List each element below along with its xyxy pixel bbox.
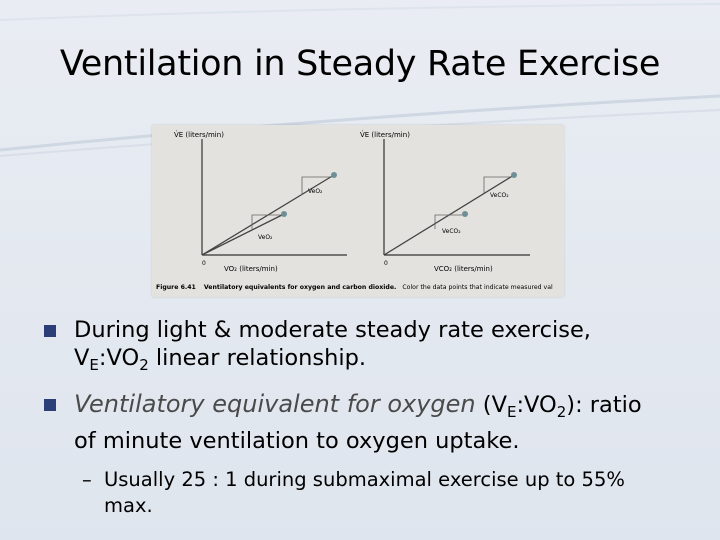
figure-caption-rest: Color the data points that indicate meas…	[402, 284, 553, 291]
textbook-figure: VeO₂ VeO₂ V̇E (liters/min) VO₂ (liters/m…	[152, 125, 564, 297]
figure-caption-title: Ventilatory equivalents for oxygen and c…	[204, 284, 397, 291]
left-ylabel: V̇E (liters/min)	[174, 131, 224, 139]
bullet-2: Ventilatory equivalent for oxygen (VE:VO…	[44, 390, 720, 455]
bullet-square-icon	[44, 325, 56, 337]
right-point-upper	[511, 172, 517, 178]
bullet-1: During light & moderate steady rate exer…	[44, 316, 714, 374]
right-origin: 0	[384, 260, 388, 267]
figure-graphic: VeO₂ VeO₂ V̇E (liters/min) VO₂ (liters/m…	[156, 131, 553, 291]
sub-bullet: – Usually 25 : 1 during submaximal exerc…	[82, 467, 704, 519]
sub-bullet-line2: max.	[104, 494, 153, 517]
left-label-lower: VeO₂	[258, 234, 273, 241]
left-origin: 0	[202, 260, 206, 267]
right-ylabel: V̇E (liters/min)	[360, 131, 410, 139]
left-line-lower	[201, 213, 285, 256]
sub-bullet-line1: Usually 25 : 1 during submaximal exercis…	[104, 468, 625, 491]
bullet-2-line1: Ventilatory equivalent for oxygen (VE:VO…	[74, 390, 642, 421]
slide-title: Ventilation in Steady Rate Exercise	[59, 44, 661, 84]
bullet-2-term: Ventilatory equivalent for oxygen	[74, 390, 476, 418]
left-point-lower	[281, 211, 287, 217]
right-label-lower: VeCO₂	[442, 228, 461, 235]
left-xlabel: VO₂ (liters/min)	[224, 265, 278, 273]
bullet-1-line1: During light & moderate steady rate exer…	[74, 317, 591, 343]
right-label-upper: VeCO₂	[490, 192, 509, 199]
figure-caption-number: Figure 6.41	[156, 284, 196, 291]
right-point-lower	[462, 211, 468, 217]
bullet-square-icon	[44, 399, 56, 411]
left-label-upper: VeO₂	[308, 188, 323, 195]
figure-caption: Figure 6.41 Ventilatory equivalents for …	[156, 284, 553, 291]
bullet-1-line2: VE:VO2 linear relationship.	[74, 345, 367, 374]
bullet-2-line2: of minute ventilation to oxygen uptake.	[74, 428, 520, 454]
left-point-upper	[331, 172, 337, 178]
right-xlabel: VCO₂ (liters/min)	[434, 265, 493, 273]
dash-icon: –	[82, 468, 92, 491]
